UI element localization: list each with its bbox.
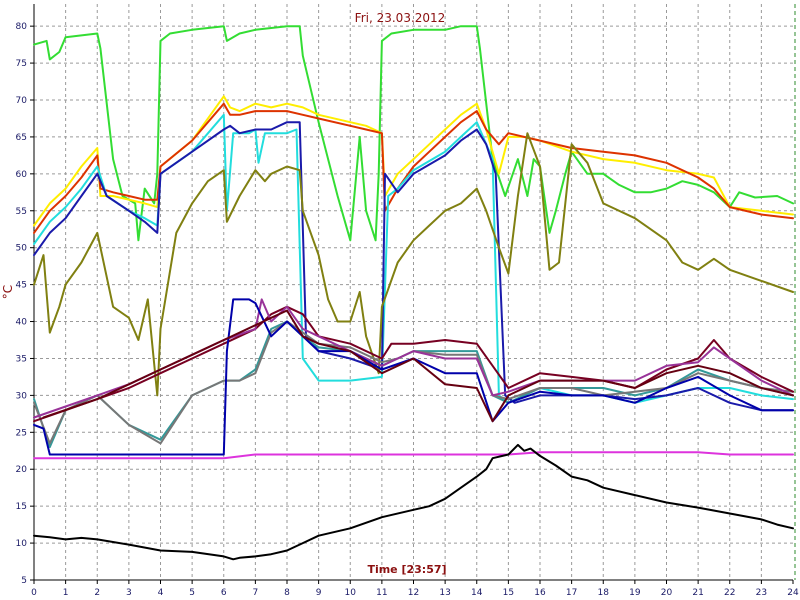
x-tick-label: 17 bbox=[566, 588, 577, 598]
x-tick-label: 21 bbox=[692, 588, 703, 598]
x-tick-label: 3 bbox=[126, 588, 132, 598]
series-group bbox=[33, 25, 794, 561]
x-tick-label: 20 bbox=[661, 588, 673, 598]
tick-labels: 0 1 2 3 4 5 6 7 8 9 10 11 12 13 14 15 16 17 18 19 20 21 22 23 24… bbox=[16, 22, 799, 598]
x-tick-label: 1 bbox=[63, 588, 69, 598]
y-axis-label: °C bbox=[1, 285, 15, 299]
x-tick-label: 18 bbox=[598, 588, 610, 598]
x-tick-label: 15 bbox=[503, 588, 514, 598]
x-tick-label: 5 bbox=[189, 588, 195, 598]
y-tick-label: 50 bbox=[16, 244, 28, 254]
y-tick-label: 20 bbox=[16, 465, 28, 475]
x-tick-label: 12 bbox=[408, 588, 419, 598]
x-tick-label: 24 bbox=[787, 588, 799, 598]
series-line bbox=[33, 451, 794, 460]
x-tick-label: 11 bbox=[376, 588, 387, 598]
series-line bbox=[33, 132, 794, 397]
x-tick-label: 22 bbox=[724, 588, 735, 598]
x-tick-label: 9 bbox=[316, 588, 322, 598]
y-tick-label: 15 bbox=[16, 502, 27, 512]
y-tick-label: 35 bbox=[16, 354, 27, 364]
x-tick-label: 14 bbox=[471, 588, 483, 598]
chart-title: Fri, 23.03.2012 bbox=[355, 11, 446, 25]
series-line bbox=[42, 309, 794, 423]
x-tick-label: 6 bbox=[221, 588, 227, 598]
x-tick-label: 23 bbox=[756, 588, 767, 598]
y-tick-label: 45 bbox=[16, 281, 27, 291]
y-tick-label: 30 bbox=[16, 391, 28, 401]
x-tick-label: 0 bbox=[31, 588, 37, 598]
y-tick-label: 60 bbox=[16, 170, 28, 180]
series-line bbox=[33, 305, 794, 423]
y-tick-label: 10 bbox=[16, 539, 28, 549]
y-tick-label: 55 bbox=[16, 207, 27, 217]
x-tick-label: 10 bbox=[345, 588, 357, 598]
x-tick-label: 8 bbox=[284, 588, 290, 598]
series-line bbox=[33, 102, 794, 234]
y-tick-label: 40 bbox=[16, 318, 28, 328]
y-tick-label: 65 bbox=[16, 133, 27, 143]
y-tick-label: 70 bbox=[16, 96, 28, 106]
x-tick-label: 16 bbox=[534, 588, 546, 598]
x-tick-label: 13 bbox=[439, 588, 450, 598]
x-axis-label: Time [23:57] bbox=[367, 563, 446, 576]
y-tick-label: 75 bbox=[16, 59, 27, 69]
series-line bbox=[33, 443, 794, 561]
y-tick-label: 5 bbox=[21, 576, 27, 586]
series-line bbox=[33, 25, 794, 242]
x-tick-label: 4 bbox=[158, 588, 164, 598]
axes bbox=[30, 4, 796, 584]
x-tick-label: 19 bbox=[629, 588, 641, 598]
series-line bbox=[33, 95, 794, 227]
x-tick-label: 7 bbox=[253, 588, 259, 598]
y-tick-label: 80 bbox=[16, 22, 28, 32]
series-line bbox=[33, 320, 794, 445]
y-tick-label: 25 bbox=[16, 428, 27, 438]
x-tick-label: 2 bbox=[94, 588, 100, 598]
series-line bbox=[33, 298, 794, 456]
